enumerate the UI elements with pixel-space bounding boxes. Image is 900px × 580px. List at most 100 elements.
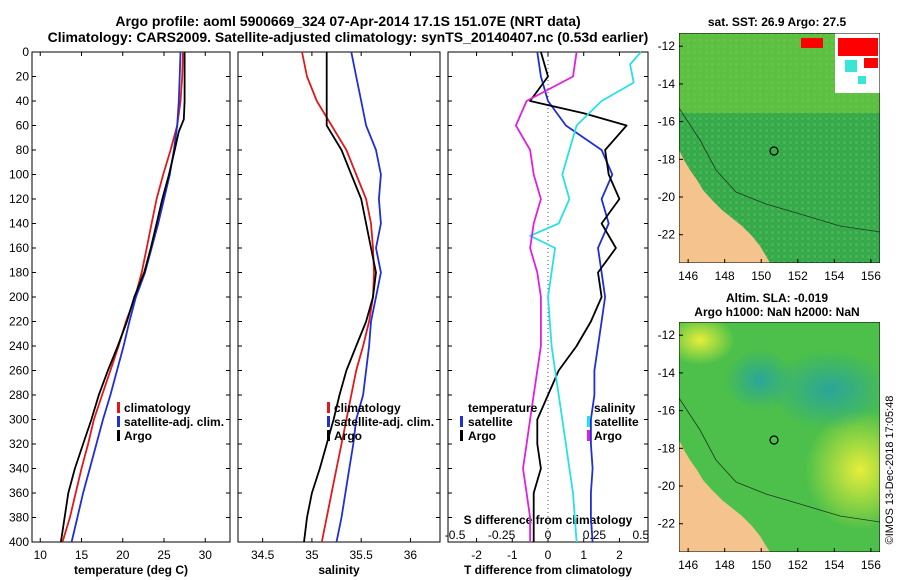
sst-map-lat-label: -18 xyxy=(658,152,676,166)
difference-xtick-label: 2 xyxy=(616,548,623,562)
depth-tick-label: 220 xyxy=(9,315,29,329)
legend-swatch-t-satellite xyxy=(460,416,463,427)
sst-cyan-pixels xyxy=(858,76,866,84)
depth-tick-label: 180 xyxy=(9,266,29,280)
temperature-series-satellite-adj-clim- xyxy=(70,51,182,543)
sst-missing-patch xyxy=(864,58,878,68)
temperature-legend: climatology satellite-adj. clim. Argo xyxy=(117,401,224,443)
depth-tick-label: 140 xyxy=(9,217,29,231)
legend-swatch-satellite xyxy=(327,416,330,427)
salinity-diff-tick-label: -0.5 xyxy=(445,528,466,542)
sst-map-title: sat. SST: 26.9 Argo: 27.5 xyxy=(708,15,847,29)
legend-swatch-argo xyxy=(117,430,120,441)
sla-map-lat-label: -18 xyxy=(658,441,676,455)
legend-label-s-argo: Argo xyxy=(594,429,622,443)
salinity-diff-tick-label: 0 xyxy=(545,528,552,542)
sst-map-lat-label: -16 xyxy=(658,115,676,129)
temperature-xtick-label: 20 xyxy=(116,548,130,562)
sla-low-region xyxy=(725,350,795,410)
legend-swatch-argo xyxy=(327,430,330,441)
depth-tick-label: 0 xyxy=(22,45,29,59)
title-line-1: Argo profile: aoml 5900669_324 07-Apr-20… xyxy=(115,13,580,29)
salinity-diff-tick-label: 0.25 xyxy=(583,528,607,542)
depth-tick-label: 40 xyxy=(16,94,30,108)
legend-label-argo: Argo xyxy=(124,429,152,443)
salinity-xtick-label: 36 xyxy=(404,548,418,562)
sla-map-lon-label: 156 xyxy=(861,558,881,572)
sla-coast-land xyxy=(679,440,770,552)
legend-swatch-climatology xyxy=(327,402,330,413)
sla-map-lon-label: 154 xyxy=(824,558,844,572)
temperature-xtick-label: 25 xyxy=(157,548,171,562)
depth-tick-label: 340 xyxy=(9,462,29,476)
depth-tick-label: 60 xyxy=(16,119,30,133)
difference-xlabel: T difference from climatology xyxy=(464,563,632,577)
sla-map-lon-label: 152 xyxy=(788,558,808,572)
sla-map-lat-label: -16 xyxy=(658,404,676,418)
salinity-series-argo xyxy=(303,52,377,543)
sla-low-region xyxy=(770,350,880,430)
salinity-legend: climatology satellite-adj. clim. Argo xyxy=(327,401,434,443)
sla-map-lon-label: 148 xyxy=(715,558,735,572)
depth-tick-label: 240 xyxy=(9,339,29,353)
depth-tick-label: 200 xyxy=(9,290,29,304)
temperature-xtick-label: 30 xyxy=(199,548,213,562)
depth-tick-label: 280 xyxy=(9,388,29,402)
temperature-xtick-label: 15 xyxy=(75,548,89,562)
depth-tick-label: 260 xyxy=(9,364,29,378)
sla-map-lat-label: -14 xyxy=(658,366,676,380)
depth-tick-label: 120 xyxy=(9,192,29,206)
salinity-diff-tick-label: 0.5 xyxy=(633,528,650,542)
sst-map-lon-label: 152 xyxy=(788,269,808,283)
temperature-xtick-label: 10 xyxy=(34,548,48,562)
legend-label-climatology: climatology xyxy=(334,401,401,415)
salinity-xlabel: salinity xyxy=(318,563,360,577)
depth-tick-label: 20 xyxy=(16,70,30,84)
legend-swatch-climatology xyxy=(117,402,120,413)
sst-map-lat-label: -14 xyxy=(658,77,676,91)
depth-tick-label: 160 xyxy=(9,241,29,255)
sst-missing-patch xyxy=(801,38,823,48)
sst-float-marker xyxy=(769,146,779,156)
salinity-series-satellite-adj-clim- xyxy=(335,51,382,543)
legend-label-argo: Argo xyxy=(334,429,362,443)
salinity-xtick-label: 35 xyxy=(305,548,319,562)
salinity-panel xyxy=(237,51,441,543)
imos-watermark: ©IMOS 13-Dec-2018 17:05:48 xyxy=(884,396,896,545)
depth-tick-label: 80 xyxy=(16,143,30,157)
difference-xtick-label: 0 xyxy=(545,548,552,562)
legend-title-temperature: temperature xyxy=(468,401,538,415)
sst-map-lon-label: 154 xyxy=(824,269,844,283)
sla-shelf-contour xyxy=(679,397,880,523)
depth-tick-label: 360 xyxy=(9,486,29,500)
depth-tick-label: 100 xyxy=(9,168,29,182)
sla-map-lat-label: -20 xyxy=(658,479,676,493)
sst-coast-land xyxy=(679,150,770,263)
difference-series-t-satellite xyxy=(536,51,614,543)
legend-label-satellite: satellite-adj. clim. xyxy=(334,415,434,429)
legend-label-s-satellite: satellite xyxy=(594,415,639,429)
legend-label-climatology: climatology xyxy=(124,401,191,415)
legend-label-t-satellite: satellite xyxy=(468,415,513,429)
legend-swatch-s-argo xyxy=(587,430,590,441)
sla-map-lat-label: -22 xyxy=(658,517,676,531)
difference-series-t-argo xyxy=(529,51,628,542)
difference-xtick-label: 1 xyxy=(580,548,587,562)
depth-tick-label: 300 xyxy=(9,413,29,427)
temperature-xlabel: temperature (deg C) xyxy=(74,563,188,577)
temperature-panel xyxy=(31,51,231,543)
legend-label-satellite: satellite-adj. clim. xyxy=(124,415,224,429)
sla-map-lon-label: 146 xyxy=(678,558,698,572)
sst-map-lon-label: 150 xyxy=(751,269,771,283)
salinity-xtick-label: 34.5 xyxy=(251,548,275,562)
temperature-series-argo xyxy=(60,52,186,543)
legend-swatch-t-argo xyxy=(460,430,463,441)
legend-title-salinity: salinity xyxy=(594,401,636,415)
sla-map-title-2: Argo h1000: NaN h2000: NaN xyxy=(694,305,859,319)
legend-swatch-s-satellite xyxy=(587,416,590,427)
sst-map-lat-label: -22 xyxy=(658,228,676,242)
difference-legend: temperature satellite Argo salinity sate… xyxy=(460,401,639,443)
depth-tick-label: 380 xyxy=(9,511,29,525)
difference-xtick-label: -2 xyxy=(471,548,482,562)
